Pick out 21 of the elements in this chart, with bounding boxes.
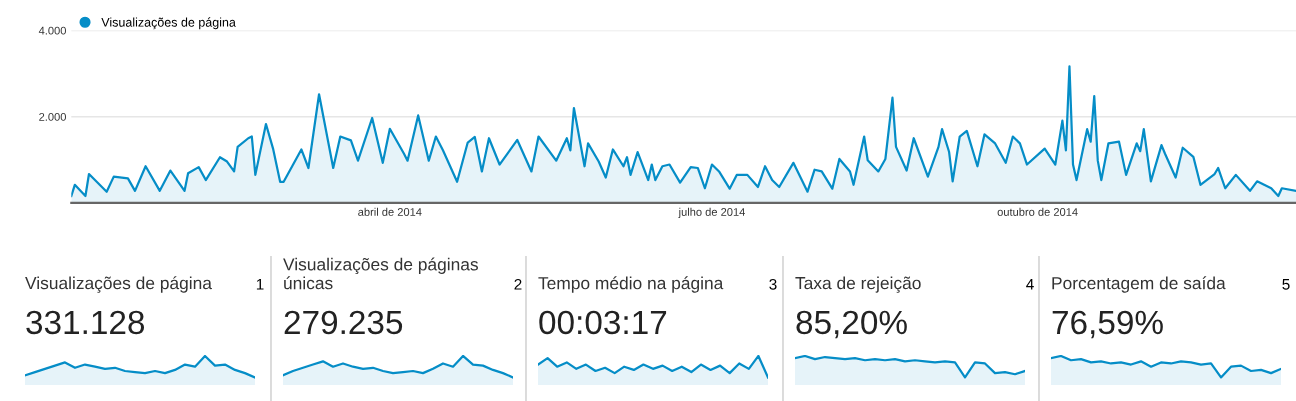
chart-title: Tempo médio na página — [538, 276, 724, 293]
text: 85,20% — [796, 310, 907, 339]
chart-title: Visualizações de página — [25, 276, 212, 293]
text: 5 — [1282, 279, 1290, 290]
x-tick-label: julho de 2014 — [678, 207, 745, 219]
text: 3 — [769, 278, 777, 290]
text: 76,59% — [1052, 310, 1163, 339]
x-tick-label: abril de 2014 — [358, 207, 422, 216]
text: 1 — [256, 279, 264, 290]
chart-title: Taxa de rejeição — [795, 276, 921, 293]
text: 00:03:17 — [539, 310, 667, 335]
y-tick-label: 2.000 — [39, 112, 66, 121]
chart-title: Porcentagem de saída — [1052, 276, 1226, 293]
text: 279.235 — [284, 310, 403, 335]
x-tick-label: outubro de 2014 — [997, 207, 1078, 216]
chart-title: Visualizações de páginas únicas — [283, 257, 478, 290]
text: 2 — [514, 278, 522, 290]
y-tick-label: 4.000 — [38, 26, 66, 35]
text: 331.128 — [26, 310, 145, 335]
legend-label: Visualizações de página — [101, 17, 236, 30]
text: 4 — [1026, 279, 1034, 290]
